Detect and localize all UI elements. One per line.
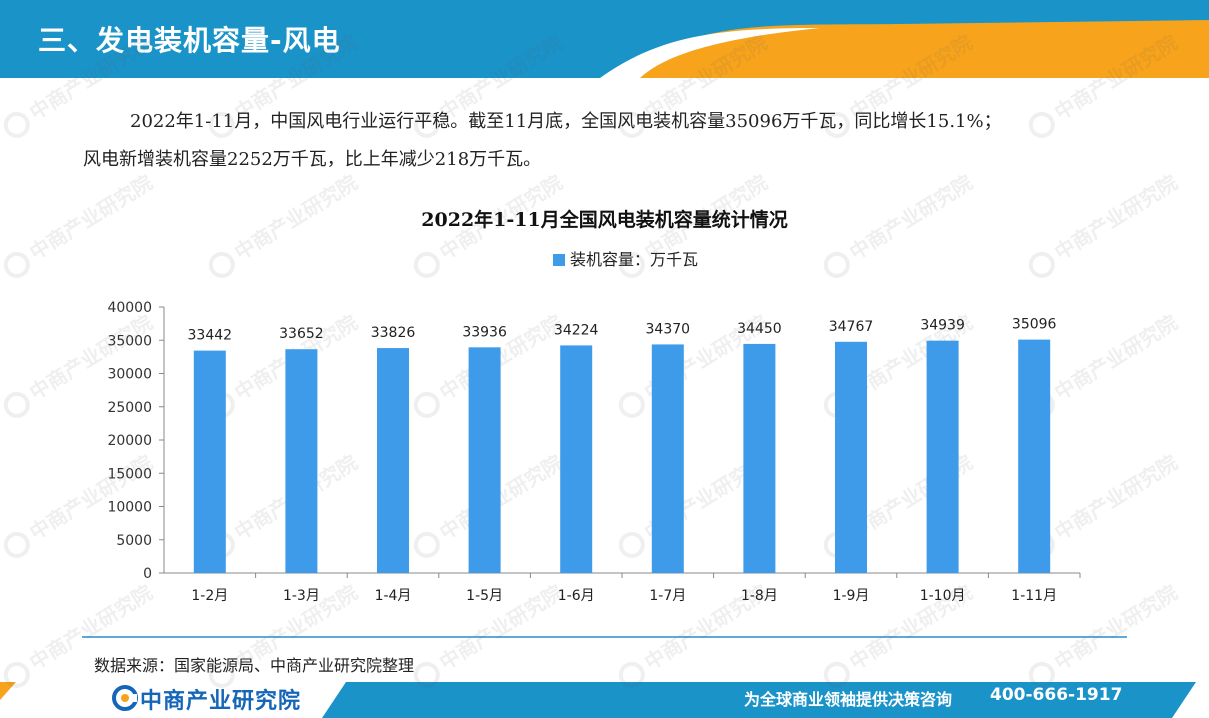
summary-line-2: 风电新增装机容量2252万千瓦，比上年减少218万千瓦。 bbox=[83, 149, 542, 170]
data-label: 33442 bbox=[188, 328, 233, 344]
bar bbox=[835, 341, 867, 573]
data-label: 33652 bbox=[279, 326, 324, 342]
x-tick-label: 1-3月 bbox=[283, 588, 320, 604]
bar bbox=[651, 344, 684, 573]
x-tick-label: 1-2月 bbox=[191, 588, 228, 604]
header-bar: 三、发电装机容量-风电 bbox=[0, 0, 1209, 78]
x-tick-label: 1-7月 bbox=[649, 588, 686, 604]
data-label: 33936 bbox=[462, 324, 507, 340]
data-source: 数据来源：国家能源局、中商产业研究院整理 bbox=[94, 656, 415, 675]
y-tick-label: 25000 bbox=[107, 400, 152, 416]
bar-chart: 0 5000 10000 15000 20000 25000 30000 35000 40000… bbox=[107, 300, 1081, 604]
legend-label: 装机容量：万千瓦 bbox=[570, 250, 699, 269]
data-label: 34450 bbox=[737, 321, 782, 337]
data-label: 34767 bbox=[829, 319, 874, 335]
bar bbox=[926, 340, 959, 573]
data-label: 34370 bbox=[646, 321, 691, 337]
summary-line-1: 2022年1-11月，中国风电行业运行平稳。截至11月底，全国风电装机容量350… bbox=[130, 111, 1002, 132]
header-wave-decoration bbox=[600, 20, 1209, 78]
x-tick-label: 1-5月 bbox=[466, 588, 503, 604]
source-divider bbox=[82, 636, 1127, 638]
footer-logo-text: 中商产业研究院 bbox=[140, 689, 302, 714]
data-label: 34939 bbox=[920, 318, 965, 334]
x-tick-label: 1-4月 bbox=[375, 588, 412, 604]
data-label: 34224 bbox=[554, 322, 599, 338]
y-tick-label: 15000 bbox=[107, 466, 152, 482]
chart-legend: 装机容量：万千瓦 bbox=[553, 246, 699, 269]
bar bbox=[1018, 339, 1051, 573]
x-tick-label: 1-11月 bbox=[1011, 588, 1057, 604]
footer-slogan: 为全球商业领袖提供决策咨询 bbox=[744, 690, 953, 709]
x-tick-label: 1-8月 bbox=[741, 588, 778, 604]
x-tick-label: 1-6月 bbox=[558, 588, 595, 604]
chart-title: 2022年1-11月全国风电装机容量统计情况 bbox=[421, 209, 788, 231]
bar bbox=[193, 350, 226, 573]
footer-bar bbox=[0, 682, 1196, 718]
x-tick-label: 1-10月 bbox=[920, 588, 966, 604]
page-title: 三、发电装机容量-风电 bbox=[38, 24, 341, 57]
footer-phone: 400-666-1917 bbox=[990, 685, 1123, 705]
bar bbox=[377, 348, 409, 573]
bar bbox=[560, 345, 593, 573]
data-label: 33826 bbox=[371, 325, 416, 341]
y-tick-label: 10000 bbox=[107, 500, 152, 516]
bar bbox=[468, 347, 501, 573]
y-tick-label: 40000 bbox=[107, 300, 152, 316]
y-tick-label: 0 bbox=[143, 566, 152, 582]
y-tick-label: 5000 bbox=[116, 533, 152, 549]
footer-logo-icon bbox=[112, 685, 138, 711]
y-tick-label: 20000 bbox=[107, 433, 152, 449]
data-label: 35096 bbox=[1012, 317, 1057, 333]
y-tick-label: 30000 bbox=[107, 367, 152, 383]
legend-swatch bbox=[553, 254, 565, 266]
y-tick-label: 35000 bbox=[107, 333, 152, 349]
x-tick-label: 1-9月 bbox=[833, 588, 870, 604]
bar bbox=[743, 343, 776, 573]
bar bbox=[285, 349, 318, 573]
summary-paragraph: 2022年1-11月，中国风电行业运行平稳。截至11月底，全国风电装机容量350… bbox=[83, 103, 1153, 179]
